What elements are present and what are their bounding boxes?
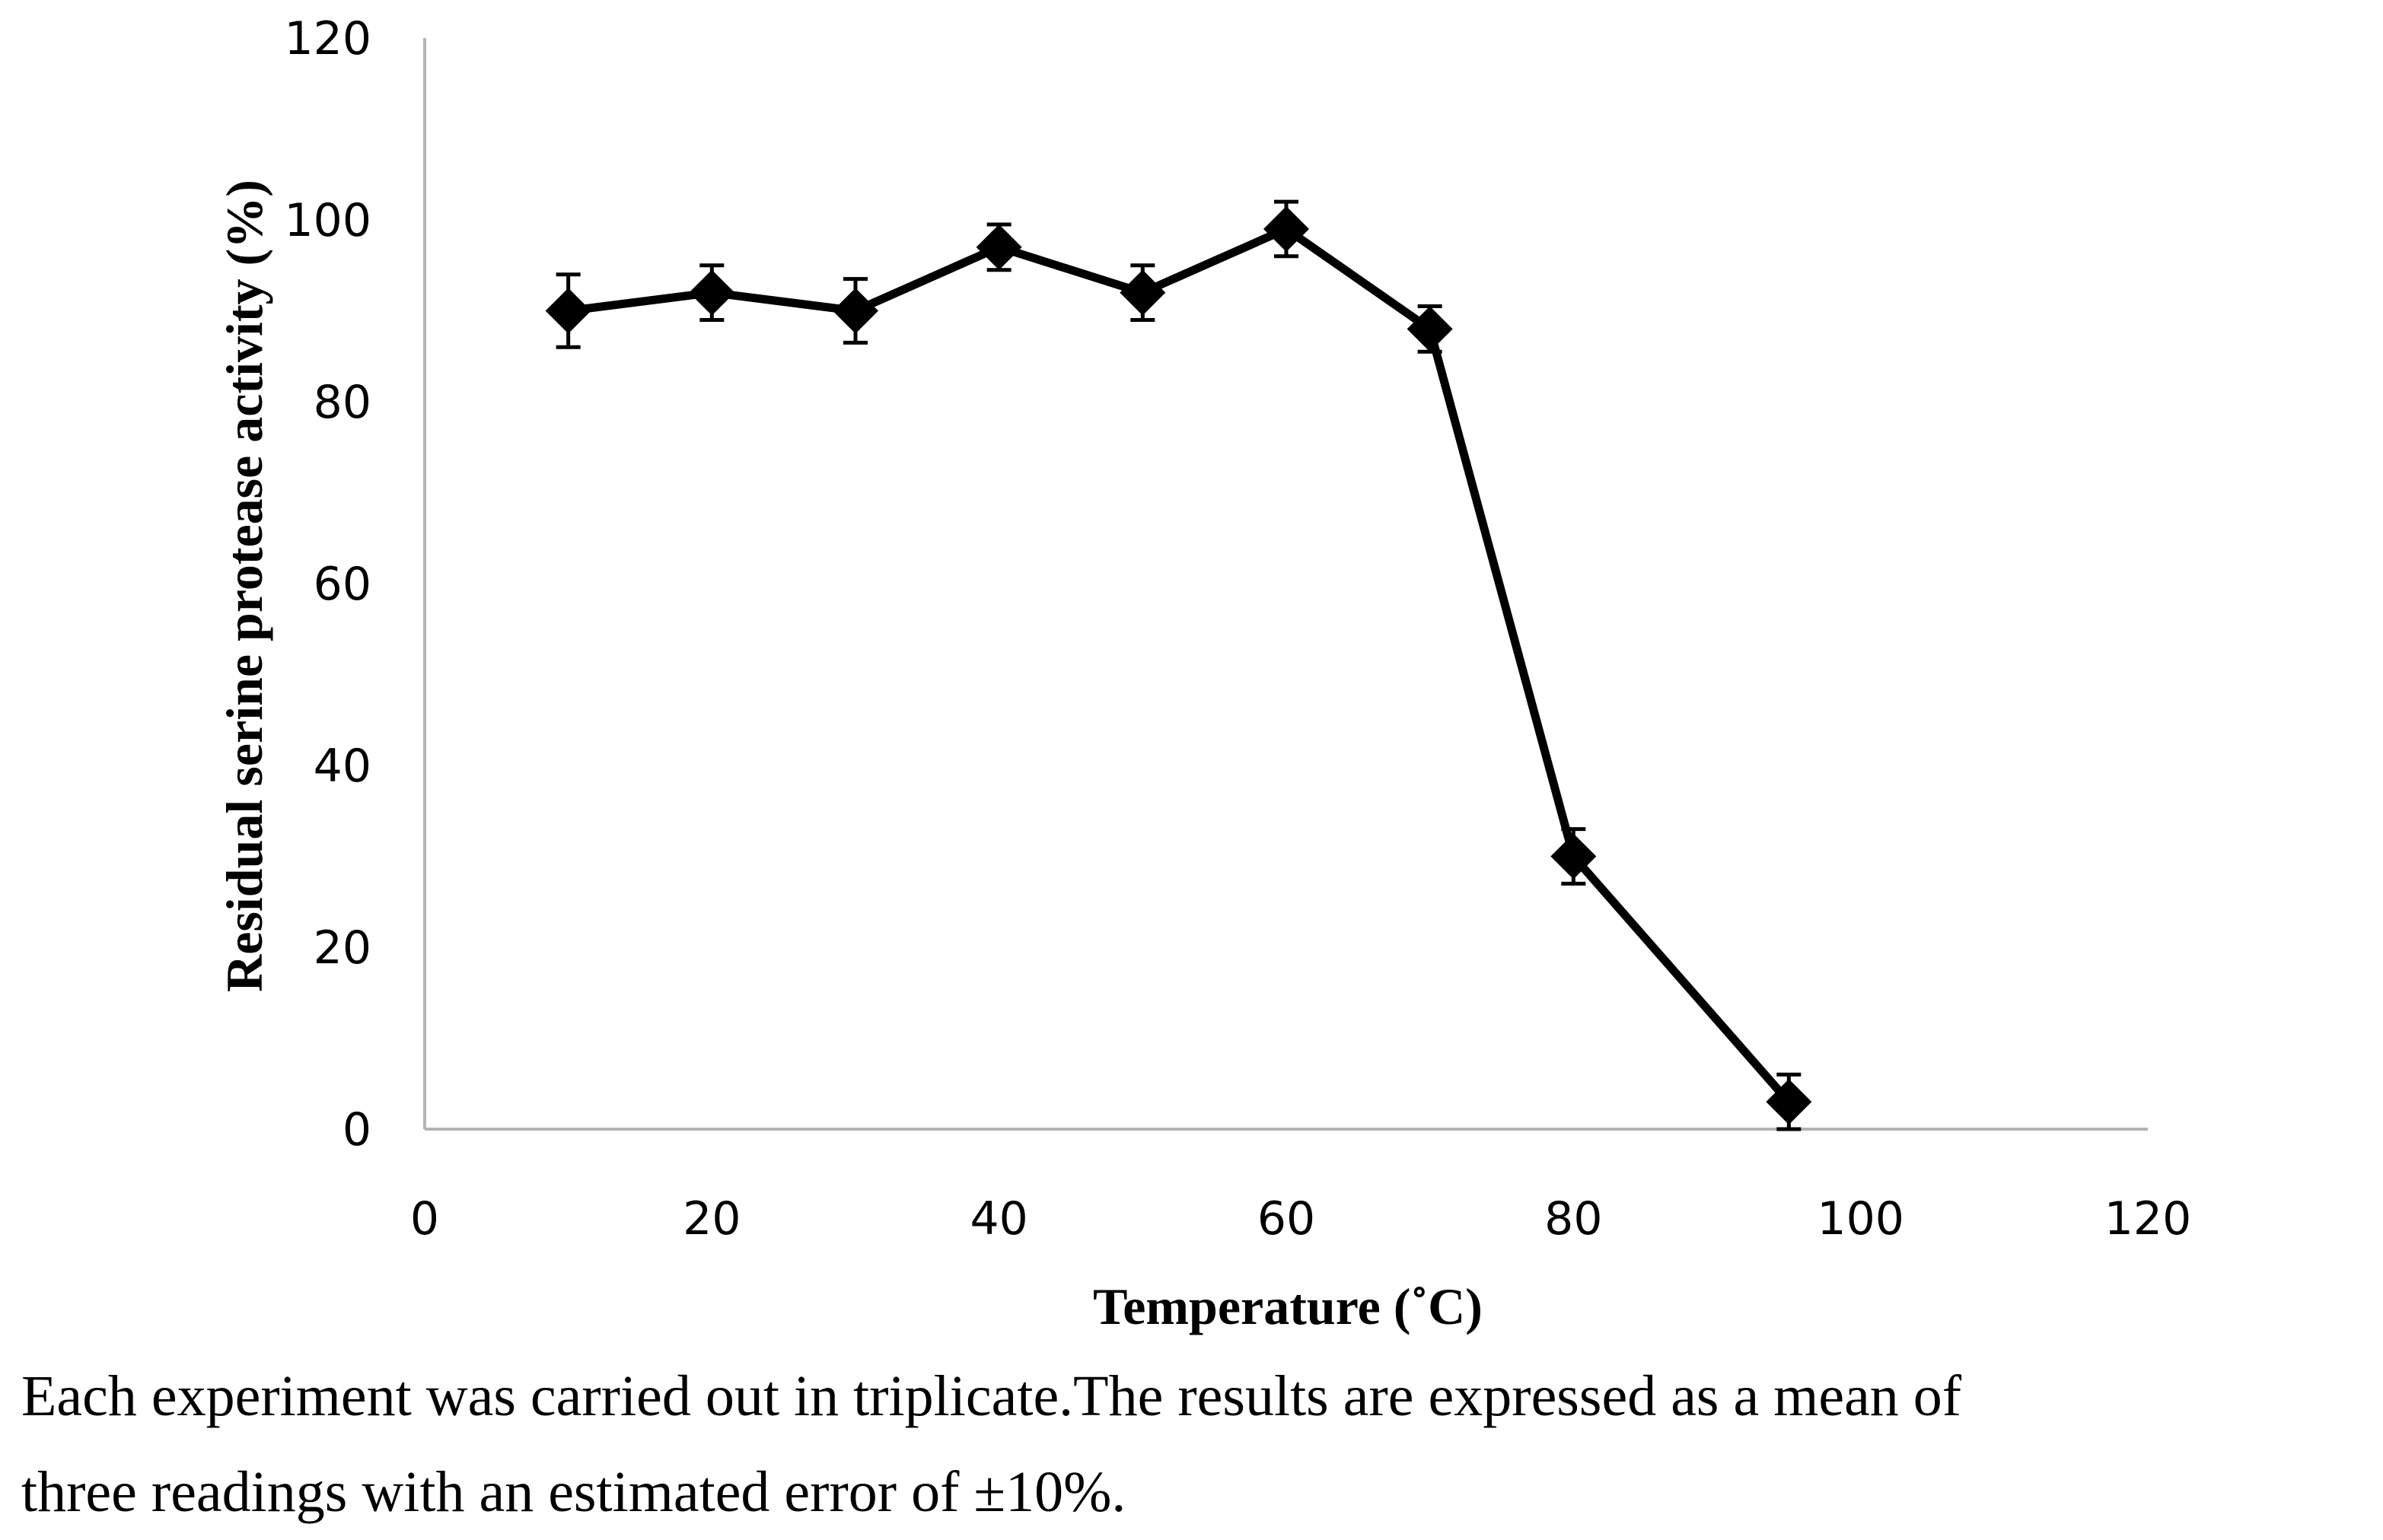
- x-tick-label: 0: [410, 1192, 439, 1246]
- y-tick-label: 60: [314, 558, 371, 611]
- y-tick-label: 120: [284, 12, 371, 65]
- series-line: [564, 224, 1793, 1106]
- x-tick-labels: 0 20 40 60 80 100 120: [410, 1192, 2191, 1246]
- data-point: [689, 269, 735, 316]
- caption-line-2: three readings with an estimated error o…: [21, 1460, 1126, 1524]
- error-bars: [556, 199, 1802, 1131]
- y-tick-labels: 0 20 40 60 80 100 120: [284, 12, 371, 1157]
- x-tick-label: 60: [1257, 1192, 1315, 1246]
- x-tick-label: 40: [970, 1192, 1027, 1246]
- data-point: [1550, 833, 1597, 880]
- data-point: [1120, 269, 1166, 316]
- x-tick-label: 100: [1817, 1192, 1904, 1246]
- data-point: [1766, 1079, 1812, 1125]
- y-tick-label: 0: [342, 1103, 371, 1157]
- y-axis-title: Residual serine protease activity (%): [215, 180, 273, 992]
- data-point: [833, 288, 878, 334]
- data-point: [545, 288, 591, 334]
- y-tick-label: 20: [314, 921, 371, 975]
- x-axis-title: Temperature (˚C): [1093, 1278, 1483, 1335]
- figure-caption: Each experiment was carried out in tripl…: [21, 1348, 2373, 1540]
- y-tick-label: 80: [314, 376, 371, 429]
- data-point: [1263, 205, 1309, 252]
- y-tick-label: 100: [284, 194, 371, 247]
- x-tick-label: 120: [2104, 1192, 2192, 1246]
- x-tick-label: 20: [683, 1192, 741, 1246]
- caption-line-1: Each experiment was carried out in tripl…: [21, 1364, 1962, 1428]
- data-markers: [545, 205, 1812, 1125]
- x-tick-label: 80: [1544, 1192, 1602, 1246]
- series: [545, 199, 1812, 1131]
- y-tick-label: 40: [314, 740, 371, 793]
- data-point: [1407, 306, 1453, 352]
- data-point: [976, 224, 1022, 270]
- axes: [423, 38, 2148, 1131]
